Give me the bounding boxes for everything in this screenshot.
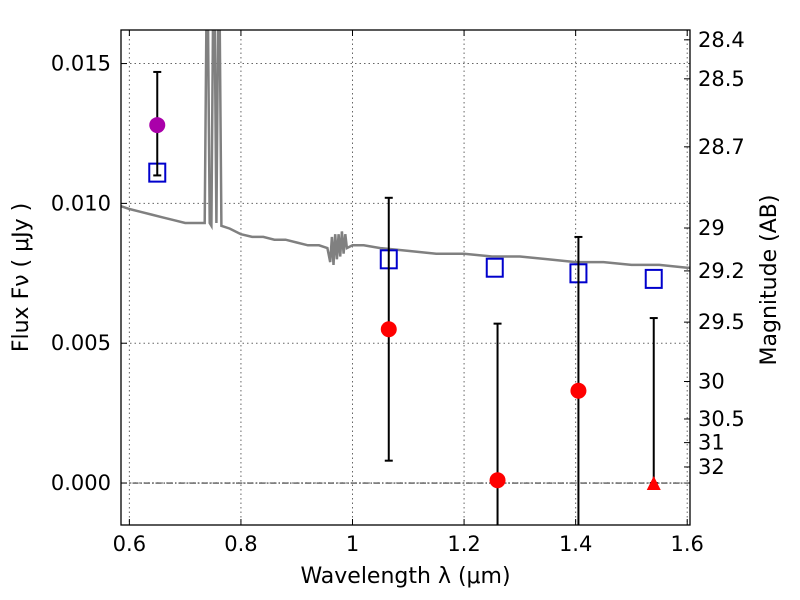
y2-tick-label: 28.7	[698, 135, 745, 159]
y2-tick-label: 30	[698, 370, 725, 394]
y2-tick-label: 30.5	[698, 407, 745, 431]
y-axis-label: Flux Fν ( μJy )	[9, 203, 34, 352]
y2-tick-label: 28.5	[698, 67, 745, 91]
x-tick-label: 1	[346, 532, 359, 556]
plot-frame	[120, 29, 691, 526]
y2-tick-label: 29	[698, 216, 725, 240]
data-point	[149, 117, 166, 134]
x-tick-label: 0.6	[113, 532, 146, 556]
ticks: 0.6 0.8 1 1.2 1.4 1.6 0.000 0.005 0.010 0.015 28.4…	[51, 28, 745, 556]
model-square	[644, 268, 663, 289]
data-point	[380, 321, 397, 338]
y-tick-label: 0.015	[51, 52, 111, 76]
y2-tick-label: 29.2	[698, 259, 745, 283]
y2-axis-label: Magnitude (AB)	[757, 195, 782, 366]
spectrum-layer	[121, 30, 690, 269]
y-tick-label: 0.005	[51, 331, 111, 355]
y2-tick-label: 31	[698, 431, 725, 455]
y2-tick-label: 32	[698, 455, 725, 479]
y-tick-label: 0.000	[51, 471, 111, 495]
x-tick-label: 1.6	[671, 532, 704, 556]
x-axis-label: Wavelength λ (μm)	[300, 564, 510, 589]
x-tick-label: 1.4	[559, 532, 592, 556]
y2-tick-label: 29.5	[698, 310, 745, 334]
spectrum-line	[121, 30, 690, 269]
model-square	[485, 257, 504, 278]
y-tick-label: 0.010	[51, 191, 111, 215]
x-tick-label: 1.2	[447, 532, 480, 556]
data-point	[570, 382, 587, 399]
data-point	[489, 472, 506, 489]
x-tick-label: 0.8	[224, 532, 257, 556]
upper-limit-marker	[646, 476, 661, 491]
y2-tick-label: 28.4	[698, 28, 745, 52]
points-layer	[148, 70, 663, 525]
